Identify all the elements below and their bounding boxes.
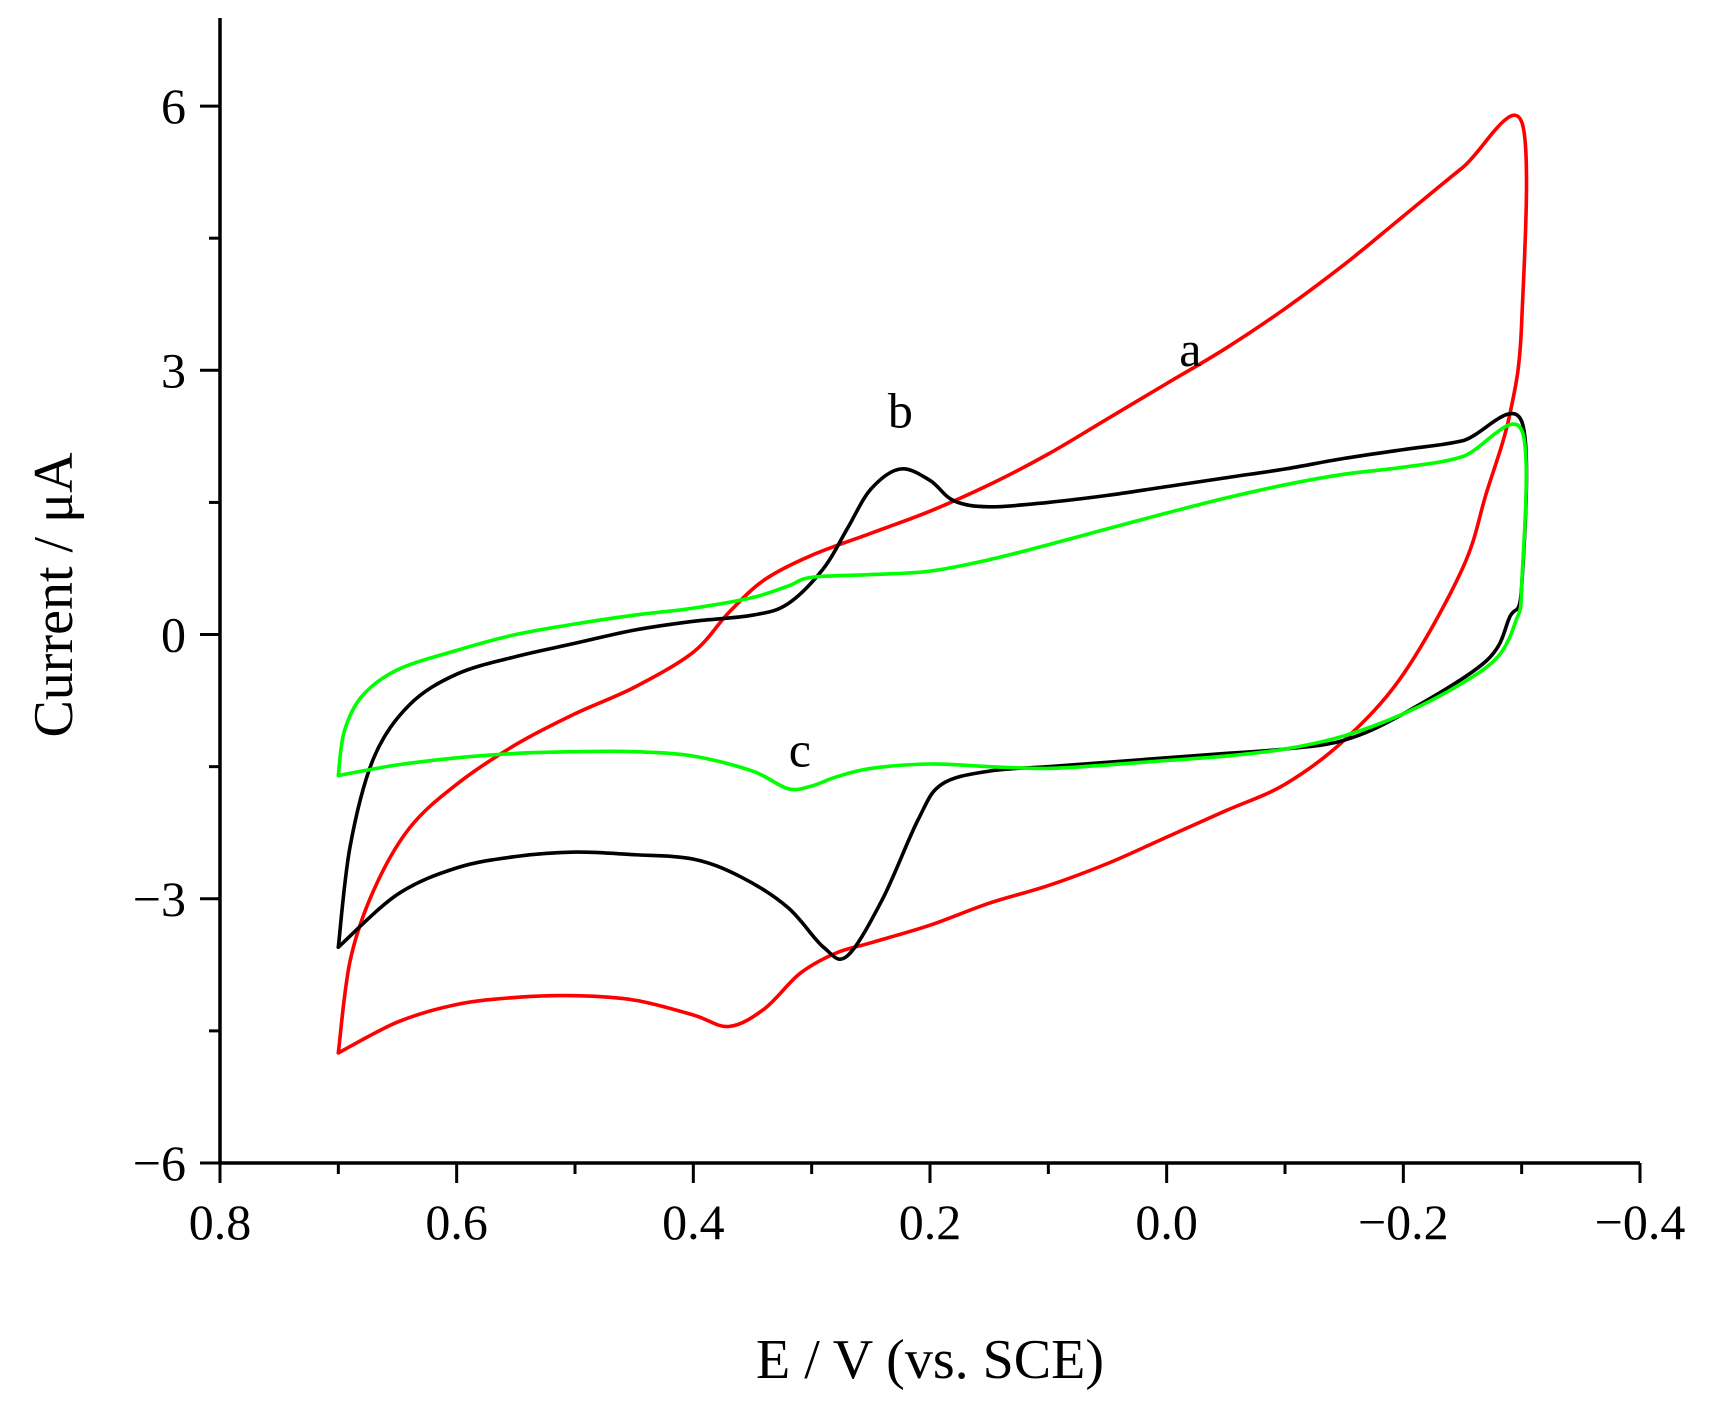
axes: [218, 18, 1640, 1165]
y-tick-label: 3: [161, 342, 186, 398]
x-tick-label: 0.8: [189, 1194, 252, 1250]
x-tick-label: 0.4: [662, 1194, 725, 1250]
x-tick-label: 0.6: [425, 1194, 488, 1250]
series-label-c: c: [789, 722, 811, 778]
x-axis-title: E / V (vs. SCE): [756, 1329, 1104, 1391]
x-ticks: [218, 1163, 1642, 1183]
y-tick-label: −3: [133, 871, 186, 927]
y-tick-label: 0: [161, 607, 186, 663]
y-tick-label: −6: [133, 1135, 186, 1191]
x-tick-label: 0.2: [899, 1194, 962, 1250]
series-curve-b: [336, 411, 1529, 961]
y-tick-label: 6: [161, 78, 186, 134]
x-tick-label: −0.4: [1595, 1194, 1686, 1250]
x-tick-label: 0.0: [1135, 1194, 1198, 1250]
x-tick-label: −0.2: [1358, 1194, 1449, 1250]
series-label-a: a: [1179, 321, 1201, 377]
y-tick-labels: 6 3 0 −3 −6: [133, 78, 186, 1191]
series-curve-c: [336, 422, 1529, 792]
curves: [336, 113, 1529, 1055]
y-axis-title: Current / μA: [23, 452, 85, 738]
curve-labels: a b c: [789, 321, 1202, 778]
series-label-b: b: [888, 383, 913, 439]
y-ticks: [200, 104, 220, 1165]
series-curve-a: [336, 113, 1529, 1055]
x-tick-labels: 0.8 0.6 0.4 0.2 0.0 −0.2 −0.4: [189, 1194, 1686, 1250]
